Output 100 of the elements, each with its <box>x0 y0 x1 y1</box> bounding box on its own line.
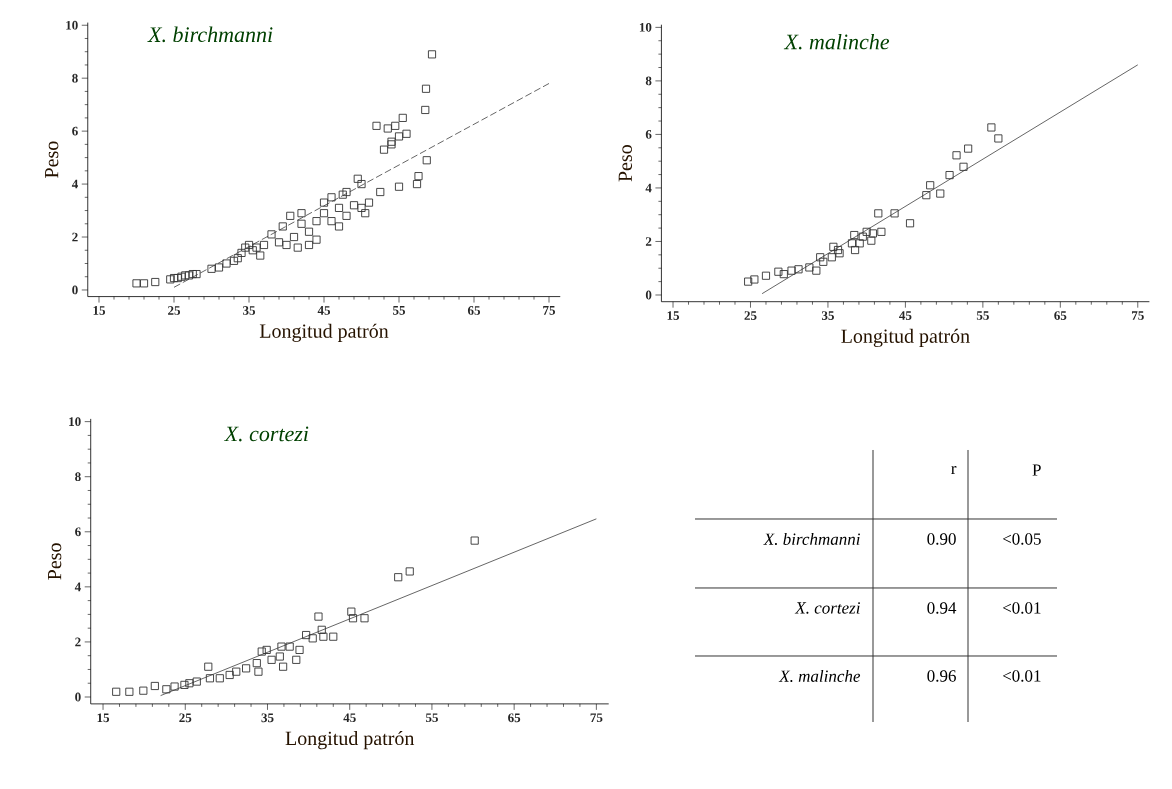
point <box>922 191 931 200</box>
point <box>347 607 356 616</box>
point <box>858 232 867 241</box>
x-tick-label: 75 <box>543 306 556 315</box>
category-label: X. birchmanni <box>763 532 860 545</box>
x-tick-label: 15 <box>667 311 680 320</box>
point <box>295 645 304 654</box>
point <box>329 632 338 641</box>
x-tick-label: 25 <box>179 713 192 723</box>
point <box>125 687 134 696</box>
y-axis-title: Peso <box>45 141 59 178</box>
point <box>855 239 864 248</box>
x-tick-label: 15 <box>97 713 110 723</box>
point <box>275 652 284 661</box>
point <box>926 181 935 190</box>
x-axis-title: Longitud patrón <box>841 328 970 348</box>
point <box>405 567 414 576</box>
x-tick-label: 55 <box>425 713 438 723</box>
point <box>394 573 403 582</box>
point <box>180 680 189 689</box>
y-tick-label: 4 <box>71 179 78 189</box>
point <box>877 227 886 236</box>
point <box>112 687 121 696</box>
x-tick-label: 45 <box>899 311 912 320</box>
text: P <box>1032 464 1041 476</box>
point <box>257 647 266 656</box>
point <box>779 270 788 279</box>
x-tick-label: 75 <box>590 713 603 723</box>
point <box>262 645 271 654</box>
x-tick-label: 15 <box>93 306 106 315</box>
point <box>874 209 883 218</box>
point <box>162 685 171 694</box>
point <box>906 219 915 228</box>
data-label: 0.94 <box>927 602 957 614</box>
point <box>794 265 803 274</box>
point <box>761 271 771 280</box>
y-tick-label: 8 <box>645 76 652 86</box>
point <box>170 682 179 691</box>
point <box>225 670 234 680</box>
y-tick-label: 2 <box>72 232 78 242</box>
x-axis-title: Longitud patrón <box>285 731 415 750</box>
y-tick-label: 0 <box>645 290 652 300</box>
point <box>868 229 877 238</box>
y-axis-title: Peso <box>618 145 632 182</box>
point <box>959 162 968 171</box>
point <box>850 231 859 240</box>
y-tick-label: 6 <box>645 130 652 139</box>
point <box>851 245 860 255</box>
point <box>936 189 945 198</box>
point <box>952 151 961 160</box>
x-tick-label: 55 <box>393 306 406 315</box>
point <box>277 642 286 651</box>
point <box>787 266 796 275</box>
y-tick-label: 0 <box>75 692 81 702</box>
point <box>185 679 194 688</box>
point <box>267 655 276 664</box>
point <box>945 171 954 180</box>
point <box>774 267 783 276</box>
x-tick-label: 75 <box>1132 311 1144 320</box>
category-label: X. malinche <box>778 669 861 682</box>
y-tick-label: 8 <box>72 73 78 83</box>
point <box>150 681 159 691</box>
y-tick-label: 10 <box>69 417 81 427</box>
point <box>205 674 214 683</box>
point <box>987 123 996 132</box>
x-tick-label: 35 <box>243 306 256 315</box>
chart-title: X. cortezi <box>223 426 309 442</box>
y-tick-label: 6 <box>75 527 81 537</box>
point <box>847 239 857 248</box>
point <box>308 634 317 643</box>
point <box>204 662 213 671</box>
point <box>279 662 288 671</box>
point <box>348 614 358 623</box>
data-label: 0.90 <box>927 533 956 545</box>
y-tick-label: 6 <box>72 126 78 136</box>
x-tick-label: 45 <box>317 306 331 315</box>
x-axis-title: Longitud patrón <box>259 323 389 342</box>
point <box>242 664 251 673</box>
category-label: X. cortezi <box>794 602 860 614</box>
x-tick-label: 25 <box>744 311 757 320</box>
y-tick-label: 2 <box>645 237 652 246</box>
point <box>314 612 323 621</box>
point <box>964 144 973 153</box>
y-tick-label: 4 <box>645 183 652 193</box>
point <box>302 631 311 640</box>
chart-title: X. malinche <box>783 33 890 50</box>
point <box>862 227 871 236</box>
x-tick-label: 35 <box>821 311 834 320</box>
point <box>744 277 753 286</box>
point <box>805 263 814 272</box>
point <box>827 253 836 262</box>
y-tick-label: 0 <box>72 285 78 295</box>
y-tick-label: 10 <box>639 22 652 32</box>
point <box>819 257 828 266</box>
x-tick-label: 65 <box>508 713 521 723</box>
y-tick-label: 10 <box>66 20 78 30</box>
y-tick-label: 4 <box>74 582 81 592</box>
point <box>139 686 148 695</box>
point <box>285 642 294 651</box>
x-tick-label: 65 <box>467 306 481 315</box>
